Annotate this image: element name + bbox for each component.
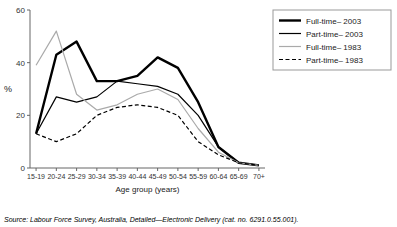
x-tick-label: 45-49	[149, 173, 167, 180]
series-line	[36, 31, 259, 165]
y-tick-label: 40	[16, 59, 25, 68]
series-line	[36, 81, 259, 165]
x-tick-label: 35-39	[108, 173, 126, 180]
x-tick	[137, 168, 138, 171]
x-tick-label: 15-19	[27, 173, 45, 180]
legend-label: Part-time– 1983	[306, 56, 363, 65]
y-tick-label: 20	[16, 111, 25, 120]
x-tick	[96, 168, 97, 171]
y-tick	[27, 168, 30, 169]
x-tick	[198, 168, 199, 171]
x-tick	[177, 168, 178, 171]
legend-swatch	[279, 19, 301, 21]
x-tick-label: 65-69	[230, 173, 248, 180]
legend-label: Full-time– 1983	[306, 43, 362, 52]
series-line	[36, 105, 259, 166]
x-tick	[258, 168, 259, 171]
x-tick-label: 70+	[253, 173, 265, 180]
legend-label: Full-time– 2003	[306, 17, 362, 26]
y-axis	[30, 10, 31, 168]
chart: 0 20 40 60 15-1920-2425-2930-3435-3940-4445-…	[0, 0, 397, 227]
y-tick	[27, 62, 30, 63]
legend-swatch	[279, 59, 301, 60]
x-tick	[36, 168, 37, 171]
legend-swatch	[279, 33, 301, 34]
legend-swatch	[279, 46, 301, 47]
x-tick-label: 60-64	[209, 173, 227, 180]
series-line	[36, 42, 259, 166]
x-tick-label: 50-54	[169, 173, 187, 180]
x-tick-label: 40-44	[128, 173, 146, 180]
x-axis	[30, 168, 265, 169]
legend-label: Part-time– 2003	[306, 30, 363, 39]
source-note: Source: Labour Force Survey, Australia, …	[4, 216, 299, 224]
x-axis-label: Age group (years)	[115, 185, 179, 194]
x-tick	[117, 168, 118, 171]
y-tick-label: 60	[16, 6, 25, 15]
y-tick	[27, 115, 30, 116]
legend: Full-time– 2003 Part-time– 2003 Full-time–…	[273, 10, 391, 70]
y-axis-label: %	[4, 84, 12, 94]
x-tick	[157, 168, 158, 171]
legend-frame	[273, 10, 391, 70]
plot-area	[36, 31, 259, 165]
y-tick-label: 0	[21, 164, 26, 173]
x-tick-label: 55-59	[189, 173, 207, 180]
x-tick-label: 20-24	[47, 173, 65, 180]
x-tick	[76, 168, 77, 171]
x-tick-label: 25-29	[68, 173, 86, 180]
x-tick	[218, 168, 219, 171]
x-tick	[238, 168, 239, 171]
y-tick	[27, 10, 30, 11]
x-tick	[56, 168, 57, 171]
x-tick-label: 30-34	[88, 173, 106, 180]
